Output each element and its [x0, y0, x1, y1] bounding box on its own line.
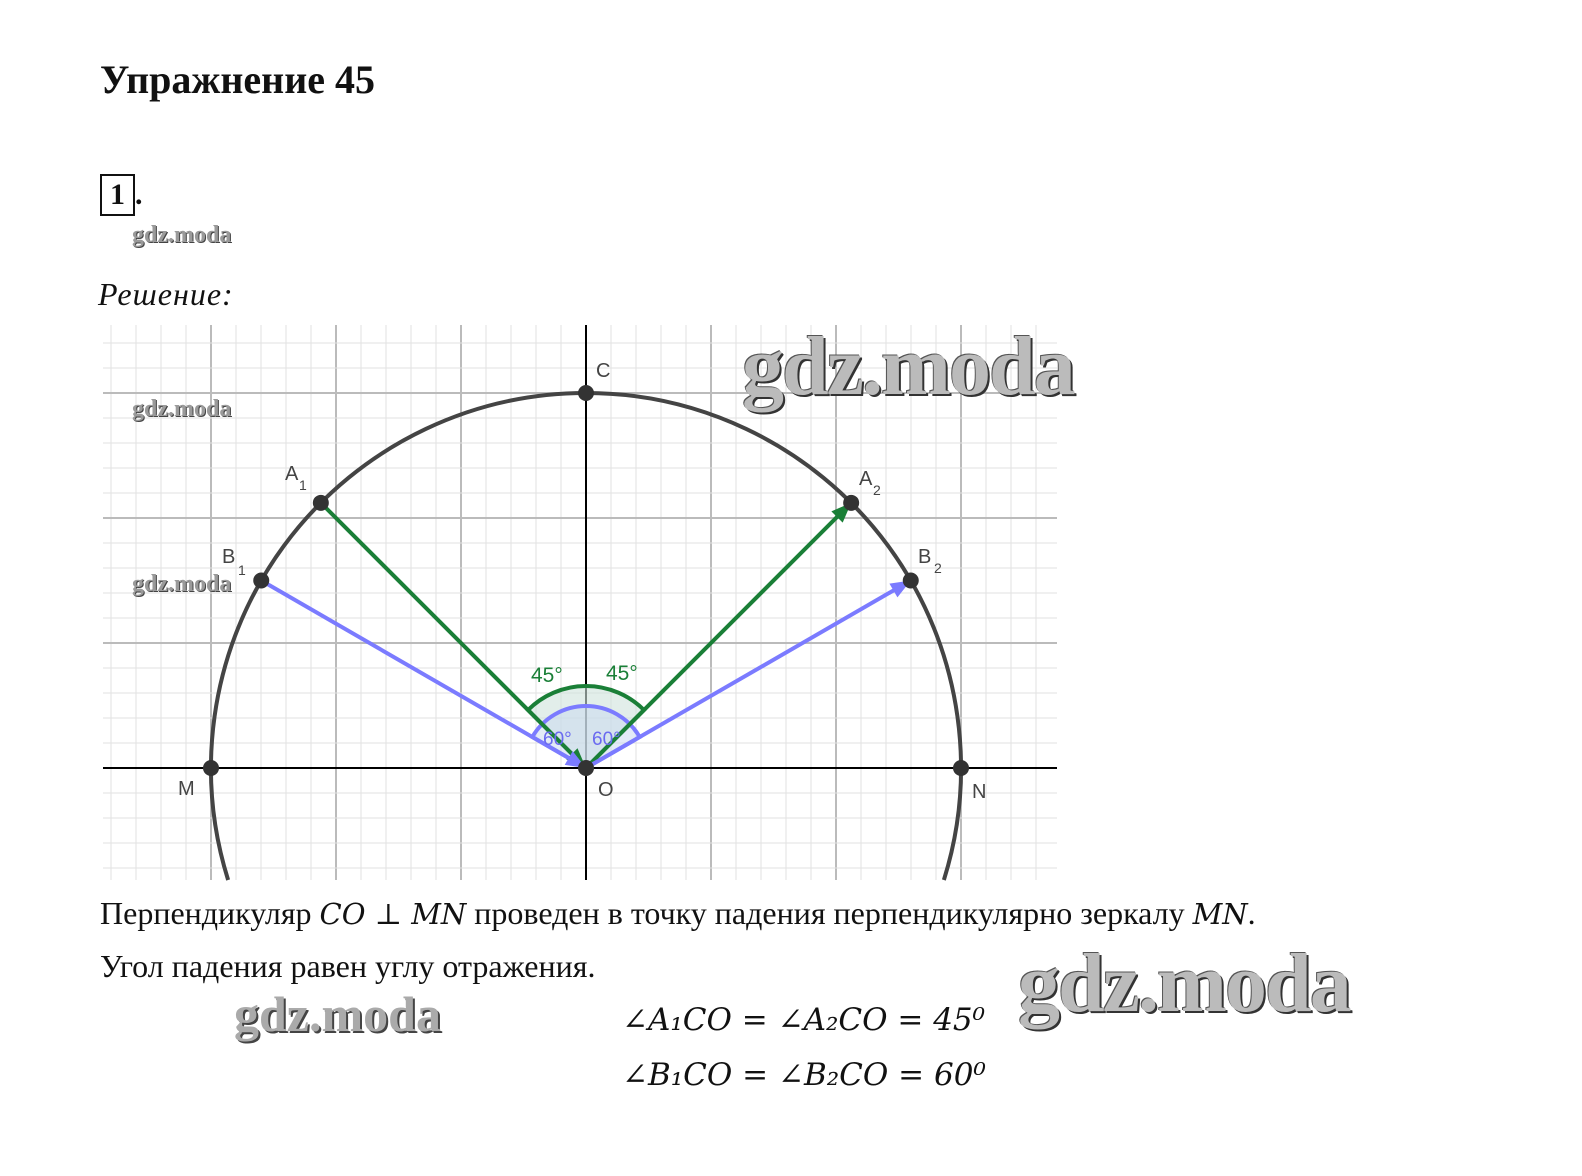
angle-label-b-left: 60°: [543, 729, 572, 750]
angle-label-a-left: 45°: [531, 664, 563, 687]
label-b2-sub: 2: [934, 560, 942, 576]
solution-label: Решение:: [98, 276, 234, 312]
point-o: [578, 760, 594, 776]
label-m: M: [178, 778, 195, 800]
label-a1-sub: 1: [299, 477, 307, 493]
point-m: [203, 760, 219, 776]
task-number: 1.: [100, 174, 143, 216]
incident-ray-b1: [260, 578, 588, 770]
text-line-1: Перпендикуляр CO ⊥ MN проведен в точку п…: [100, 895, 1256, 931]
watermark: gdz.moda: [1018, 937, 1352, 1030]
angle-label-a-right: 45°: [606, 662, 638, 685]
point-a1: [312, 494, 329, 511]
label-b1: B: [222, 546, 235, 568]
label-a2-sub: 2: [873, 482, 881, 498]
watermark: gdz.moda: [132, 222, 232, 248]
equation-60: ∠B₁CO = ∠B₂CO = 60⁰: [622, 1057, 986, 1093]
text-line-2: Угол падения равен углу отражения.: [100, 948, 596, 984]
incident-ray-a1: [319, 501, 588, 770]
label-o: O: [598, 779, 614, 801]
angle-label-b-right: 60°: [592, 729, 621, 750]
point-b1: [253, 572, 270, 589]
label-n: N: [972, 781, 986, 803]
watermark: gdz.moda: [234, 986, 441, 1042]
label-a2: A: [859, 468, 873, 490]
point-b2: [902, 572, 919, 589]
label-b2: B: [918, 546, 931, 568]
page-title: Упражнение 45: [100, 57, 376, 102]
label-a1: A: [285, 463, 299, 485]
label-b1-sub: 1: [238, 562, 246, 578]
reflected-ray-b2: [584, 578, 912, 770]
watermark: gdz.moda: [132, 396, 232, 422]
label-c: C: [596, 360, 610, 382]
watermark: gdz.moda: [742, 320, 1076, 413]
reflected-ray-a2: [584, 501, 853, 770]
grid: [103, 325, 1057, 880]
point-c: [578, 385, 594, 401]
equation-45: ∠A₁CO = ∠A₂CO = 45⁰: [622, 1002, 986, 1038]
point-a2: [843, 494, 860, 511]
point-n: [953, 760, 969, 776]
watermark: gdz.moda: [132, 571, 232, 597]
